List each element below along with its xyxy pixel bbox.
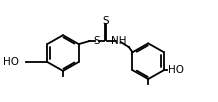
Text: NH: NH: [111, 36, 126, 46]
Text: HO: HO: [168, 65, 184, 75]
Text: HO: HO: [3, 57, 19, 67]
Text: S: S: [102, 16, 109, 26]
Text: S: S: [94, 36, 100, 46]
